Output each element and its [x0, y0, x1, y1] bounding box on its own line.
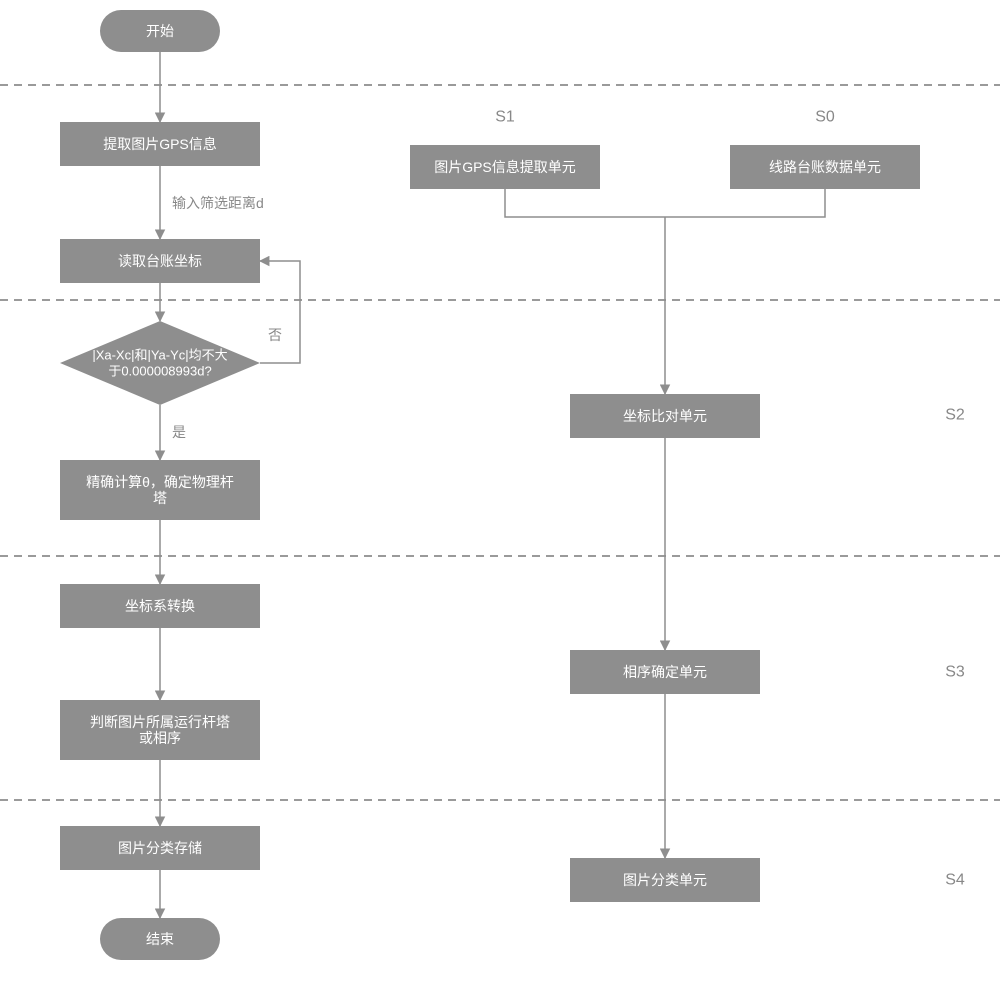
node-label: 开始 — [146, 23, 174, 39]
edge-label: 输入筛选距离d — [172, 195, 264, 211]
node-label: 坐标比对单元 — [623, 408, 707, 424]
node-label: 线路台账数据单元 — [769, 159, 881, 175]
section-label-S1: S1 — [495, 109, 515, 126]
node-label: 提取图片GPS信息 — [103, 136, 217, 152]
node-label: 于0.000008993d? — [108, 364, 211, 379]
node-label: 精确计算θ，确定物理杆 — [86, 474, 234, 490]
node-label: 图片分类单元 — [623, 872, 707, 888]
node-label: 塔 — [153, 490, 167, 506]
section-label-S3: S3 — [945, 664, 965, 681]
node-label: 图片GPS信息提取单元 — [434, 159, 576, 175]
node-label: |Xa-Xc|和|Ya-Yc|均不大 — [92, 348, 227, 363]
flow-edge — [505, 189, 825, 217]
node-label: 读取台账坐标 — [118, 253, 202, 269]
flowchart-canvas: 输入筛选距离d 是 否 开始提取图片GPS信息读取台账坐标 |Xa-Xc|和|Ya-Yc… — [0, 0, 1000, 990]
section-label-S0: S0 — [815, 109, 835, 126]
node-label: 相序确定单元 — [623, 664, 707, 680]
section-label-S2: S2 — [945, 407, 965, 424]
node-label: 坐标系转换 — [125, 598, 195, 614]
node-label: 结束 — [146, 931, 174, 947]
node-label: 判断图片所属运行杆塔 — [90, 714, 230, 730]
edge-label: 是 — [172, 424, 186, 440]
node-label: 或相序 — [139, 730, 181, 746]
section-label-S4: S4 — [945, 872, 965, 889]
flow-edge — [260, 261, 300, 363]
edge-label: 否 — [268, 327, 282, 343]
node-label: 图片分类存储 — [118, 840, 202, 856]
